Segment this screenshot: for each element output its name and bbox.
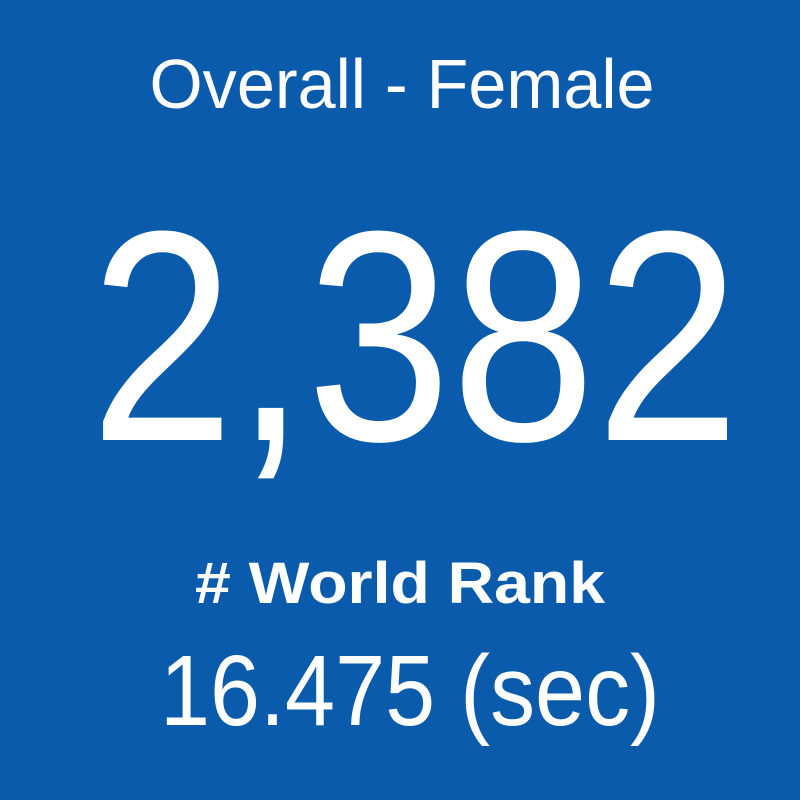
time-value: 16.475 (sec) bbox=[160, 635, 660, 747]
rank-label: # World Rank bbox=[195, 551, 606, 616]
rank-value: 2,382 bbox=[90, 168, 740, 504]
tile-title: Overall - Female bbox=[150, 45, 655, 123]
